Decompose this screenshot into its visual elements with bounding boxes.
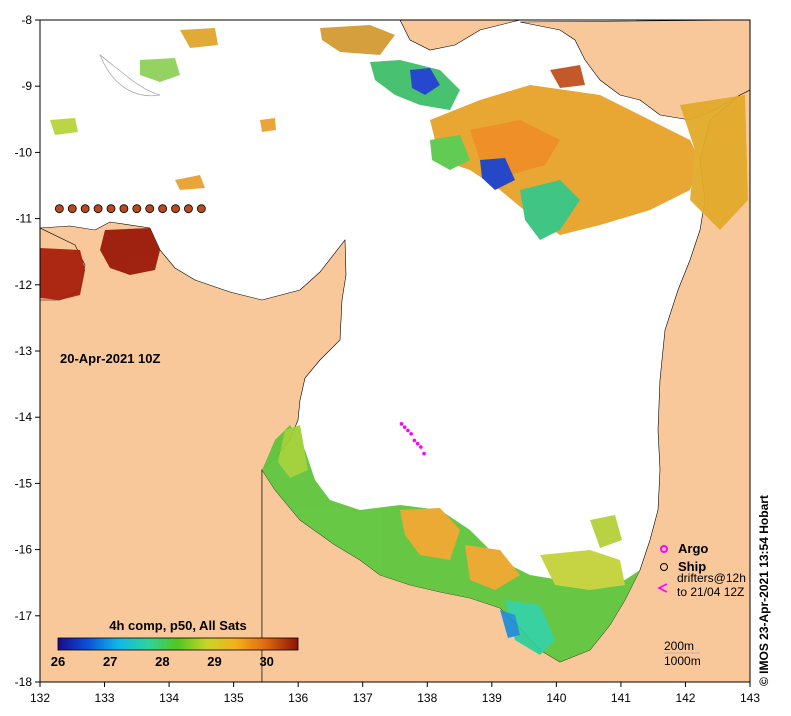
x-axis: 132 133 134 135 136 137 138 139 140 141 142 143 — [30, 682, 760, 705]
drifter-point — [402, 425, 407, 429]
drifter-track — [399, 422, 426, 456]
y-tick-label: -16 — [15, 543, 33, 557]
x-tick-label: 143 — [740, 691, 760, 705]
y-tick-label: -17 — [15, 609, 33, 623]
ship-point — [171, 204, 180, 214]
x-tick-label: 140 — [546, 691, 566, 705]
ship-point — [54, 204, 64, 214]
colorbar-ticks: 26 27 28 29 30 — [51, 654, 274, 669]
ship-point — [106, 204, 116, 214]
colorbar — [57, 637, 299, 651]
land-new-guinea — [399, 20, 521, 51]
legend-drifters-line2: to 21/04 12Z — [677, 585, 744, 599]
colorbar-tick-label: 30 — [259, 654, 273, 669]
drifter-point — [399, 422, 404, 426]
contour-200m — [99, 53, 161, 97]
ship-point — [132, 204, 142, 214]
legend-200m: 200m — [664, 639, 694, 653]
colorbar-tick-label: 28 — [155, 654, 169, 669]
sst-patches — [40, 25, 748, 662]
x-tick-label: 139 — [482, 691, 502, 705]
y-tick-label: -11 — [16, 212, 33, 226]
y-tick-label: -15 — [15, 476, 33, 490]
drifter-point — [419, 445, 423, 449]
drifter-marker — [657, 583, 668, 593]
ship-point — [196, 204, 206, 214]
x-tick-label: 136 — [288, 691, 308, 705]
date-label: 20-Apr-2021 10Z — [60, 351, 160, 366]
legend-ship: Ship — [678, 559, 706, 574]
y-tick-label: -10 — [15, 145, 33, 159]
legend: Argo Ship drifters@12h to 21/04 12Z 200m… — [657, 541, 746, 668]
legend-1000m: 1000m — [664, 654, 701, 668]
ship-point — [67, 204, 77, 214]
x-tick-label: 142 — [675, 691, 695, 705]
x-tick-label: 133 — [95, 691, 115, 705]
x-tick-label: 141 — [611, 691, 631, 705]
y-tick-label: -9 — [21, 79, 32, 93]
y-tick-label: -13 — [15, 344, 33, 358]
y-tick-label: -8 — [21, 13, 32, 27]
x-tick-label: 138 — [417, 691, 437, 705]
ship-point — [80, 204, 90, 214]
ship-point — [93, 204, 103, 214]
ship-point — [184, 204, 193, 214]
argo-marker — [660, 545, 668, 553]
y-tick-label: -18 — [15, 675, 33, 689]
drifter-point — [412, 438, 417, 443]
x-tick-label: 135 — [224, 691, 244, 705]
ship-point — [158, 204, 168, 214]
y-axis: -8 -9 -10 -11 -12 -13 -14 -15 -16 -17 -18 — [15, 13, 40, 689]
colorbar-title: 4h comp, p50, All Sats — [109, 618, 247, 633]
y-tick-label: -12 — [15, 278, 33, 292]
drifter-point — [415, 441, 420, 446]
drifter-point — [422, 451, 426, 456]
ship-marker — [660, 563, 668, 571]
x-tick-label: 137 — [353, 691, 373, 705]
drifter-point — [409, 431, 413, 436]
credit-label: © IMOS 23-Apr-2021 13:54 Hobart — [757, 495, 771, 686]
colorbar-tick-label: 29 — [207, 654, 221, 669]
legend-drifters-line1: drifters@12h — [677, 571, 746, 585]
x-tick-label: 132 — [30, 691, 50, 705]
ship-point — [119, 204, 129, 214]
drifter-point — [406, 428, 410, 433]
colorbar-tick-label: 26 — [51, 654, 65, 669]
x-tick-label: 134 — [159, 691, 179, 705]
colorbar-tick-label: 27 — [103, 654, 117, 669]
legend-argo: Argo — [678, 541, 708, 556]
y-tick-label: -14 — [15, 410, 33, 424]
ship-point — [145, 204, 155, 214]
ship-track — [54, 204, 206, 214]
